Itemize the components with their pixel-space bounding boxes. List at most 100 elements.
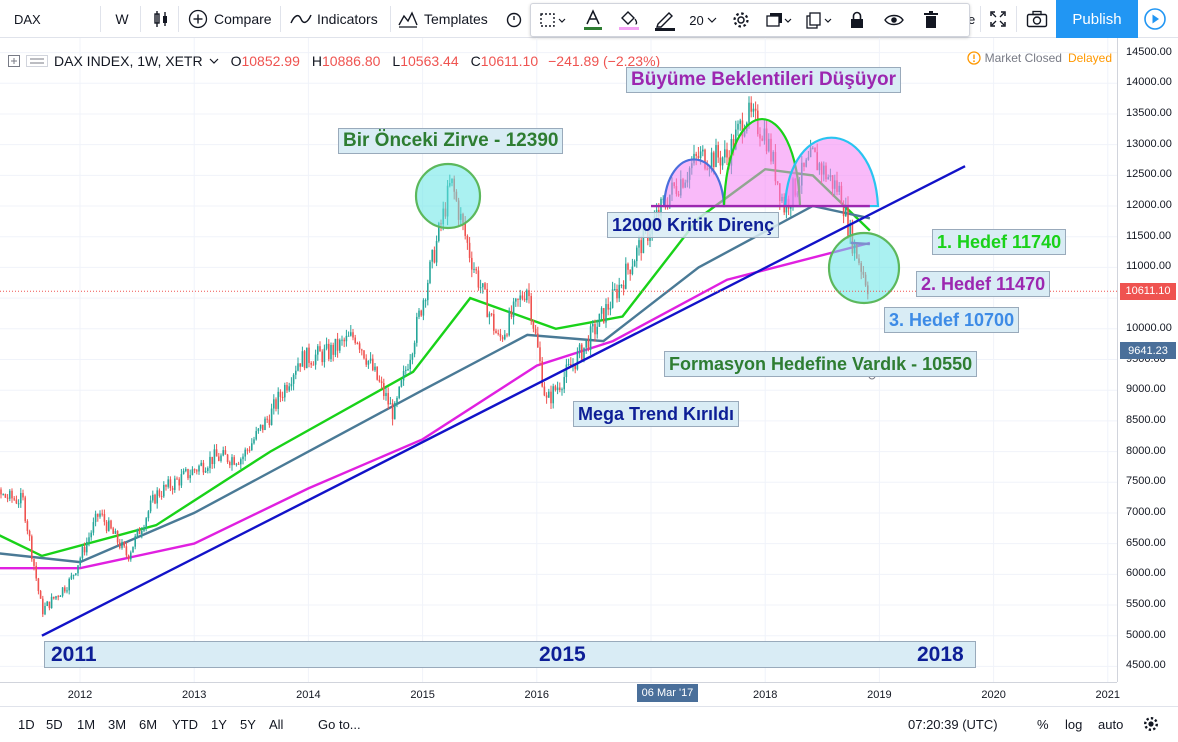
time-tick: 2014	[296, 689, 321, 701]
moving-average-line	[0, 241, 871, 570]
legend-symbol[interactable]: DAX INDEX, 1W, XETR	[54, 53, 203, 69]
goto-button[interactable]: Go to...	[318, 717, 361, 732]
price-chart[interactable]	[0, 38, 1117, 682]
candle-body	[468, 242, 471, 258]
candle-body	[631, 266, 634, 275]
annotation-target-1[interactable]: 1. Hedef 11740	[932, 229, 1067, 255]
expand-legend-icon[interactable]	[8, 55, 20, 67]
candle-body	[220, 455, 222, 461]
candle-body	[704, 149, 706, 169]
candle-body	[345, 335, 348, 342]
price-axis[interactable]: 14500.00 14000.00 13500.00 13000.00 12500.00…	[1117, 38, 1178, 682]
year-band[interactable]	[44, 641, 976, 668]
alert-button[interactable]	[505, 0, 527, 38]
candle-body	[279, 391, 282, 397]
chart-type-button[interactable]	[150, 0, 172, 38]
templates-button[interactable]: Templates	[398, 0, 488, 38]
copy-icon	[806, 12, 832, 29]
visual-order-button[interactable]	[759, 4, 799, 36]
candle-body	[319, 346, 321, 352]
candle-body	[204, 470, 207, 473]
candle-body	[262, 424, 264, 430]
range-button[interactable]: YTD	[172, 717, 198, 732]
candle-body	[75, 573, 77, 575]
select-tool-button[interactable]	[531, 4, 575, 36]
candle-body	[246, 449, 249, 451]
candle-body	[374, 366, 376, 371]
candle-body	[418, 310, 420, 317]
candle-body	[99, 513, 101, 517]
previous-peak-circle	[414, 162, 482, 230]
candle-body	[248, 449, 251, 451]
fullscreen-button[interactable]	[986, 0, 1010, 38]
chevron-down-icon[interactable]	[209, 57, 219, 65]
candle-body	[493, 314, 495, 331]
candle-body	[275, 399, 277, 409]
time-tick: 2013	[181, 689, 207, 701]
candle-body	[567, 363, 570, 365]
settings-button[interactable]	[723, 4, 759, 36]
candle-body	[127, 555, 130, 560]
annotation-target-2[interactable]: 2. Hedef 11470	[916, 271, 1051, 297]
annotation-previous-peak[interactable]: Bir Önceki Zirve - 12390	[338, 128, 564, 154]
candle-body	[328, 343, 330, 360]
hide-button[interactable]	[875, 4, 913, 36]
publish-button[interactable]: Publish	[1056, 0, 1138, 38]
line-width-select[interactable]: 20	[683, 4, 723, 36]
candle-body	[541, 361, 543, 387]
interval-button[interactable]: W	[110, 0, 134, 38]
mega-trend-line	[41, 165, 966, 637]
log-toggle[interactable]: log	[1065, 717, 1083, 732]
candle-body	[754, 108, 757, 111]
candle-body	[405, 369, 407, 371]
eye-icon	[884, 14, 904, 26]
range-button[interactable]: 1D	[18, 717, 35, 732]
annotation-mega-trend[interactable]: Mega Trend Kırıldı	[573, 401, 740, 427]
snapshot-button[interactable]	[1024, 0, 1050, 38]
auto-toggle[interactable]: auto	[1098, 717, 1124, 732]
price-tick: 12500.00	[1126, 168, 1172, 181]
candle-body	[352, 332, 354, 338]
time-axis[interactable]: 06 Mar '17 2012 2013 2014 2015 2016 2018 2019 2…	[0, 682, 1120, 706]
range-button[interactable]: 6M	[139, 717, 158, 732]
range-button[interactable]: 1M	[77, 717, 96, 732]
percent-toggle[interactable]: %	[1037, 717, 1049, 732]
candle-body	[268, 419, 271, 426]
indicators-button[interactable]: Indicators	[290, 0, 378, 38]
annotation-growth-expectations[interactable]: Büyüme Beklentileri Düşüyor	[626, 67, 902, 93]
annotation-formation-target[interactable]: Formasyon Hedefine Vardık - 10550	[664, 351, 978, 377]
candle-body	[334, 338, 337, 355]
range-button[interactable]: 3M	[108, 717, 127, 732]
text-color-button[interactable]	[575, 4, 611, 36]
settings-button[interactable]	[1143, 716, 1159, 735]
alarm-icon	[506, 12, 522, 28]
lock-button[interactable]	[839, 4, 875, 36]
candle-body	[196, 470, 198, 472]
range-button[interactable]: 5D	[46, 717, 63, 732]
menu-icon[interactable]	[26, 55, 48, 67]
candle-body	[202, 462, 205, 473]
candle-body	[237, 463, 240, 465]
line-color-button[interactable]	[647, 4, 683, 36]
range-button[interactable]: All	[269, 717, 284, 732]
clock-display[interactable]: 07:20:39 (UTC)	[908, 717, 998, 732]
market-closed-label: Market Closed	[984, 51, 1062, 65]
range-button[interactable]: 5Y	[240, 717, 256, 732]
fullscreen-icon	[990, 11, 1006, 27]
play-button[interactable]	[1140, 5, 1170, 33]
candle-body	[713, 152, 715, 168]
candle-body	[295, 370, 297, 375]
candle-body	[660, 198, 662, 217]
candle-body	[81, 546, 84, 559]
candle-body	[105, 521, 108, 531]
annotation-target-3[interactable]: 3. Hedef 10700	[884, 307, 1020, 333]
range-button[interactable]: 1Y	[211, 717, 227, 732]
delete-button[interactable]	[913, 4, 949, 36]
candle-body	[594, 324, 596, 335]
fill-color-button[interactable]	[611, 4, 647, 36]
compare-button[interactable]: Compare	[188, 0, 272, 38]
symbol-search[interactable]: DAX	[8, 0, 98, 38]
candle-body	[215, 449, 218, 457]
clone-button[interactable]	[799, 4, 839, 36]
annotation-critical-resistance[interactable]: 12000 Kritik Direnç	[607, 212, 780, 238]
